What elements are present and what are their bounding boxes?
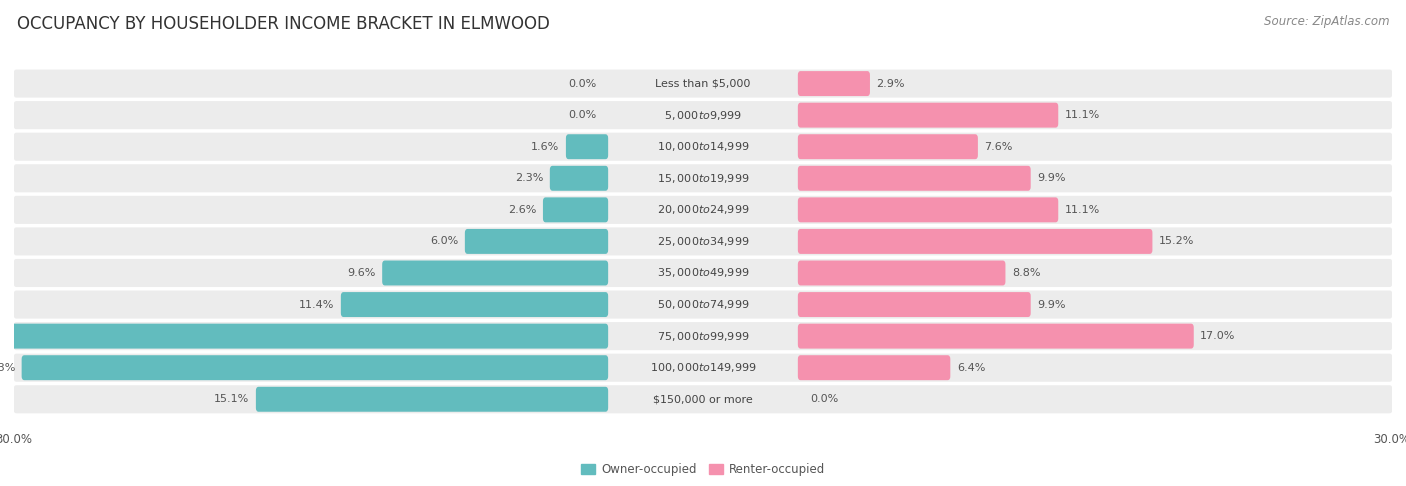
FancyBboxPatch shape bbox=[14, 196, 1392, 224]
FancyBboxPatch shape bbox=[14, 385, 1392, 413]
Text: 11.1%: 11.1% bbox=[1064, 110, 1099, 120]
FancyBboxPatch shape bbox=[797, 292, 1031, 317]
Text: $100,000 to $149,999: $100,000 to $149,999 bbox=[650, 361, 756, 374]
Text: $10,000 to $14,999: $10,000 to $14,999 bbox=[657, 140, 749, 153]
FancyBboxPatch shape bbox=[797, 324, 1194, 348]
Text: $25,000 to $34,999: $25,000 to $34,999 bbox=[657, 235, 749, 248]
Text: $5,000 to $9,999: $5,000 to $9,999 bbox=[664, 109, 742, 122]
Text: 9.9%: 9.9% bbox=[1038, 299, 1066, 310]
Text: $15,000 to $19,999: $15,000 to $19,999 bbox=[657, 172, 749, 185]
Legend: Owner-occupied, Renter-occupied: Owner-occupied, Renter-occupied bbox=[576, 458, 830, 481]
Text: 2.3%: 2.3% bbox=[515, 174, 543, 183]
Text: 7.6%: 7.6% bbox=[984, 142, 1012, 152]
Text: Source: ZipAtlas.com: Source: ZipAtlas.com bbox=[1264, 15, 1389, 28]
Text: $50,000 to $74,999: $50,000 to $74,999 bbox=[657, 298, 749, 311]
Text: $35,000 to $49,999: $35,000 to $49,999 bbox=[657, 266, 749, 279]
Text: 2.6%: 2.6% bbox=[508, 205, 537, 215]
FancyBboxPatch shape bbox=[797, 197, 1059, 222]
Text: $75,000 to $99,999: $75,000 to $99,999 bbox=[657, 330, 749, 343]
Text: 9.9%: 9.9% bbox=[1038, 174, 1066, 183]
FancyBboxPatch shape bbox=[14, 101, 1392, 129]
Text: 15.1%: 15.1% bbox=[214, 394, 249, 404]
Text: 0.0%: 0.0% bbox=[568, 110, 596, 120]
FancyBboxPatch shape bbox=[550, 166, 609, 191]
Text: 15.2%: 15.2% bbox=[1159, 236, 1194, 246]
FancyBboxPatch shape bbox=[797, 229, 1153, 254]
Text: 6.4%: 6.4% bbox=[956, 363, 986, 373]
Text: $150,000 or more: $150,000 or more bbox=[654, 394, 752, 404]
FancyBboxPatch shape bbox=[465, 229, 609, 254]
FancyBboxPatch shape bbox=[797, 355, 950, 380]
FancyBboxPatch shape bbox=[797, 71, 870, 96]
FancyBboxPatch shape bbox=[14, 322, 1392, 350]
Text: 6.0%: 6.0% bbox=[430, 236, 458, 246]
FancyBboxPatch shape bbox=[14, 354, 1392, 382]
FancyBboxPatch shape bbox=[14, 164, 1392, 192]
Text: 0.0%: 0.0% bbox=[810, 394, 838, 404]
Text: OCCUPANCY BY HOUSEHOLDER INCOME BRACKET IN ELMWOOD: OCCUPANCY BY HOUSEHOLDER INCOME BRACKET … bbox=[17, 15, 550, 33]
Text: 11.1%: 11.1% bbox=[1064, 205, 1099, 215]
Text: 1.6%: 1.6% bbox=[531, 142, 560, 152]
FancyBboxPatch shape bbox=[797, 260, 1005, 285]
Text: 11.4%: 11.4% bbox=[299, 299, 335, 310]
Text: 8.8%: 8.8% bbox=[1012, 268, 1040, 278]
FancyBboxPatch shape bbox=[340, 292, 609, 317]
FancyBboxPatch shape bbox=[14, 259, 1392, 287]
FancyBboxPatch shape bbox=[543, 197, 609, 222]
FancyBboxPatch shape bbox=[256, 387, 609, 412]
FancyBboxPatch shape bbox=[21, 355, 609, 380]
FancyBboxPatch shape bbox=[14, 133, 1392, 161]
Text: Less than $5,000: Less than $5,000 bbox=[655, 79, 751, 88]
Text: 25.3%: 25.3% bbox=[0, 363, 15, 373]
Text: $20,000 to $24,999: $20,000 to $24,999 bbox=[657, 203, 749, 216]
Text: 0.0%: 0.0% bbox=[568, 79, 596, 88]
FancyBboxPatch shape bbox=[797, 166, 1031, 191]
FancyBboxPatch shape bbox=[382, 260, 609, 285]
FancyBboxPatch shape bbox=[14, 227, 1392, 256]
FancyBboxPatch shape bbox=[14, 69, 1392, 98]
Text: 2.9%: 2.9% bbox=[876, 79, 905, 88]
Text: 17.0%: 17.0% bbox=[1201, 331, 1236, 341]
FancyBboxPatch shape bbox=[797, 134, 979, 159]
FancyBboxPatch shape bbox=[565, 134, 609, 159]
Text: 9.6%: 9.6% bbox=[347, 268, 375, 278]
FancyBboxPatch shape bbox=[14, 291, 1392, 319]
FancyBboxPatch shape bbox=[3, 324, 609, 348]
FancyBboxPatch shape bbox=[797, 103, 1059, 128]
